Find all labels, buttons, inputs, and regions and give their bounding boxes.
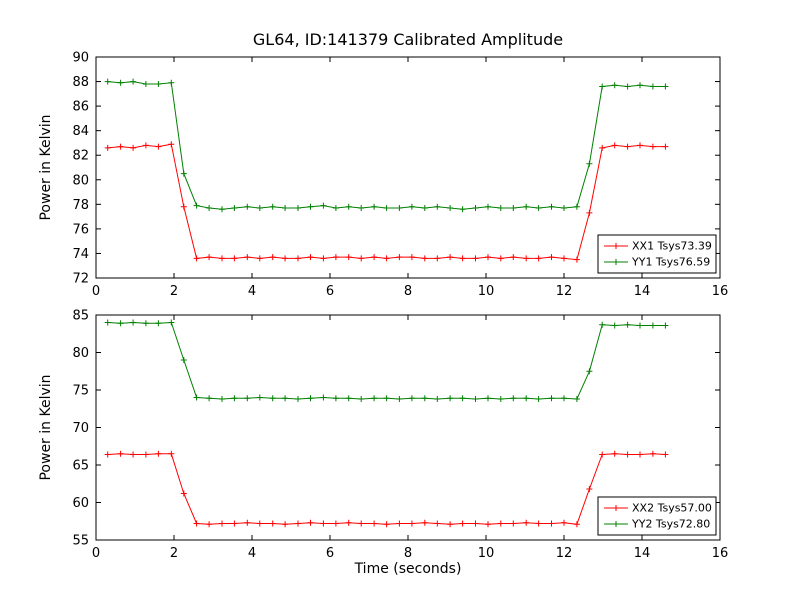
series-line-yy1 xyxy=(107,81,666,210)
figure-title: GL64, ID:141379 Calibrated Amplitude xyxy=(253,30,563,49)
bottom-plot: 0 2 4 6 8 10 12 14 16 55 60 65 70 75 80 85 XX2 Tsys57.00… xyxy=(72,309,728,562)
x-axis-label: Time (seconds) xyxy=(354,561,462,577)
x-tick-label: 8 xyxy=(404,546,412,561)
legend-label: XX1 Tsys73.39 xyxy=(632,240,712,253)
x-tick-label: 16 xyxy=(712,284,729,299)
bottom-y-axis-label: Power in Kelvin xyxy=(38,374,54,480)
x-tick-label: 8 xyxy=(404,284,412,299)
y-tick-label: 86 xyxy=(72,100,89,115)
top-plot: 0 2 4 6 8 10 12 14 16 72 74 76 78 80 82 84 86 88 90 XX1 Tsy… xyxy=(72,51,728,300)
y-tick-label: 82 xyxy=(72,149,89,164)
series-line-xx1 xyxy=(107,143,666,261)
x-tick-label: 6 xyxy=(326,284,334,299)
legend-plus-marker-icon xyxy=(613,259,619,265)
series-line-yy2 xyxy=(107,321,666,400)
y-tick-label: 72 xyxy=(72,272,89,287)
y-tick-label: 55 xyxy=(72,534,89,549)
x-tick-label: 10 xyxy=(478,546,495,561)
x-tick-label: 2 xyxy=(170,546,178,561)
legend-plus-marker-icon xyxy=(613,243,619,249)
legend-box xyxy=(597,496,717,536)
y-tick-label: 78 xyxy=(72,198,89,213)
legend-label: XX2 Tsys57.00 xyxy=(632,502,712,515)
legend-label: YY2 Tsys72.80 xyxy=(631,518,710,531)
legend-plus-marker-icon xyxy=(613,521,619,527)
series-markers-yy1 xyxy=(104,78,669,213)
y-tick-label: 85 xyxy=(72,309,89,324)
y-tick-label: 76 xyxy=(72,222,89,237)
series-markers-yy2 xyxy=(104,319,669,402)
legend-box xyxy=(597,234,717,274)
top-y-axis-label: Power in Kelvin xyxy=(38,114,54,220)
x-tick-label: 16 xyxy=(712,546,729,561)
y-tick-label: 70 xyxy=(72,421,89,436)
x-tick-label: 12 xyxy=(556,284,573,299)
legend-label: YY1 Tsys76.59 xyxy=(631,256,710,269)
y-tick-label: 75 xyxy=(72,384,89,399)
series-line-xx2 xyxy=(107,453,666,525)
y-tick-label: 84 xyxy=(72,124,89,139)
x-tick-label: 10 xyxy=(478,284,495,299)
legend-plus-marker-icon xyxy=(613,505,619,511)
x-tick-label: 14 xyxy=(634,284,651,299)
series-markers-xx2 xyxy=(104,450,669,528)
x-tick-label: 0 xyxy=(92,546,100,561)
y-tick-label: 88 xyxy=(72,75,89,90)
x-tick-label: 0 xyxy=(92,284,100,299)
y-tick-label: 65 xyxy=(72,459,89,474)
series-markers-xx1 xyxy=(104,141,669,263)
y-tick-label: 60 xyxy=(72,496,89,511)
x-tick-label: 6 xyxy=(326,546,334,561)
y-tick-label: 74 xyxy=(72,247,89,262)
x-tick-label: 4 xyxy=(248,546,256,561)
y-tick-label: 80 xyxy=(72,346,89,361)
x-tick-label: 4 xyxy=(248,284,256,299)
y-tick-label: 90 xyxy=(72,51,89,66)
x-tick-label: 14 xyxy=(634,546,651,561)
y-tick-label: 80 xyxy=(72,173,89,188)
x-tick-label: 12 xyxy=(556,546,573,561)
x-tick-label: 2 xyxy=(170,284,178,299)
